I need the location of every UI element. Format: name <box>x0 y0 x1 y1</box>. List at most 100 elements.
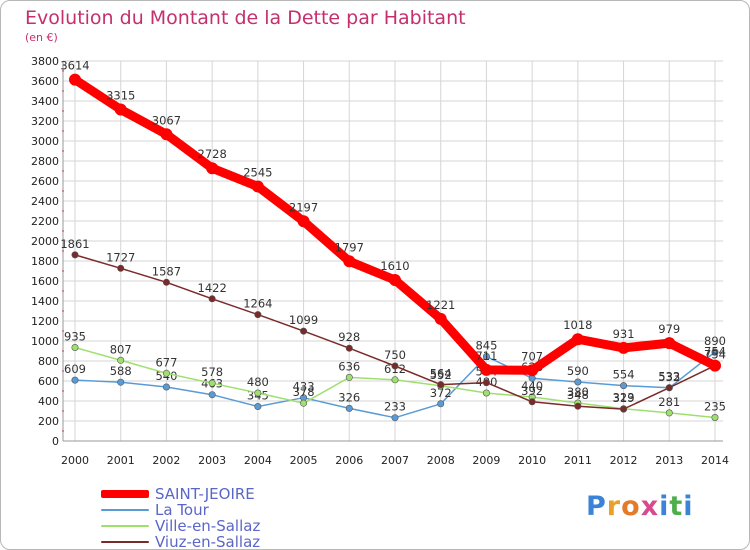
data-label-saint-jeoire: 707 <box>521 349 543 363</box>
data-point-ville-en-sallaz <box>391 376 399 384</box>
data-point-la-tour <box>391 414 399 422</box>
data-point-la-tour <box>208 391 216 399</box>
legend-swatch <box>101 541 149 543</box>
data-label-viuz-en-sallaz: 564 <box>430 367 452 381</box>
data-label-viuz-en-sallaz: 928 <box>338 330 360 344</box>
y-tick-label: 2200 <box>31 215 59 228</box>
y-tick-label: 3400 <box>31 95 59 108</box>
y-tick-label: 3000 <box>31 135 59 148</box>
data-point-la-tour <box>482 352 490 360</box>
data-label-saint-jeoire: 1797 <box>335 240 364 254</box>
data-label-ville-en-sallaz: 677 <box>155 355 177 369</box>
data-label-ville-en-sallaz: 480 <box>247 375 269 389</box>
data-label-saint-jeoire: 711 <box>475 349 497 363</box>
y-tick-label: 2400 <box>31 195 59 208</box>
data-label-la-tour: 326 <box>338 390 360 404</box>
data-label-saint-jeoire: 979 <box>658 322 680 336</box>
x-tick-label: 2006 <box>335 454 363 467</box>
data-point-la-tour <box>254 402 262 410</box>
data-point-la-tour <box>711 348 719 356</box>
data-label-viuz-en-sallaz: 348 <box>567 388 589 402</box>
legend-item-viuz-en-sallaz: Viuz-en-Sallaz <box>101 533 361 550</box>
data-point-saint-jeoire <box>297 215 310 228</box>
data-point-saint-jeoire <box>480 363 493 376</box>
y-tick-label: 1600 <box>31 275 59 288</box>
data-point-viuz-en-sallaz <box>345 344 353 352</box>
data-point-viuz-en-sallaz <box>162 278 170 286</box>
data-label-viuz-en-sallaz: 1264 <box>243 297 272 311</box>
data-label-saint-jeoire: 3067 <box>152 113 181 127</box>
y-tick-label: 800 <box>38 355 59 368</box>
data-point-saint-jeoire <box>389 274 401 286</box>
data-point-saint-jeoire <box>571 333 584 346</box>
data-point-viuz-en-sallaz <box>71 251 79 259</box>
legend-label: Viuz-en-Sallaz <box>155 533 261 550</box>
data-point-ville-en-sallaz <box>345 373 353 381</box>
logo-letter: i <box>659 491 670 522</box>
x-tick-label: 2008 <box>427 454 455 467</box>
data-label-ville-en-sallaz: 378 <box>293 385 315 399</box>
chart-legend: SAINT-JEOIRE La Tour Ville-en-Sallaz Viuz-e… <box>101 485 361 550</box>
legend-label: SAINT-JEOIRE <box>155 485 255 503</box>
y-tick-label: 600 <box>38 375 59 388</box>
data-point-viuz-en-sallaz <box>665 384 673 392</box>
data-label-saint-jeoire: 3614 <box>60 59 89 73</box>
logo-letter: i <box>683 491 694 522</box>
data-label-viuz-en-sallaz: 1422 <box>198 281 227 295</box>
data-label-la-tour: 554 <box>613 368 635 382</box>
data-point-viuz-en-sallaz <box>208 295 216 303</box>
data-label-la-tour: 609 <box>64 362 86 376</box>
x-tick-label: 2005 <box>290 454 318 467</box>
data-label-la-tour: 845 <box>475 339 497 353</box>
logo-letter: x <box>640 491 660 522</box>
data-label-viuz-en-sallaz: 319 <box>613 391 635 405</box>
data-label-ville-en-sallaz: 380 <box>567 385 589 399</box>
x-tick-label: 2003 <box>198 454 226 467</box>
data-point-la-tour <box>620 382 628 390</box>
data-point-saint-jeoire <box>434 312 447 325</box>
data-point-saint-jeoire <box>114 103 127 116</box>
legend-swatch <box>101 509 149 511</box>
data-point-viuz-en-sallaz <box>254 311 262 319</box>
y-tick-label: 1800 <box>31 255 59 268</box>
data-point-viuz-en-sallaz <box>391 362 399 370</box>
data-label-ville-en-sallaz: 552 <box>430 368 452 382</box>
logo-letter: r <box>606 491 622 522</box>
x-tick-label: 2012 <box>610 454 638 467</box>
y-tick-label: 2000 <box>31 235 59 248</box>
data-label-ville-en-sallaz: 235 <box>704 400 726 414</box>
data-label-saint-jeoire: 1018 <box>563 318 592 332</box>
data-point-viuz-en-sallaz <box>482 379 490 387</box>
data-label-saint-jeoire: 1221 <box>426 298 455 312</box>
data-point-la-tour <box>162 383 170 391</box>
data-point-saint-jeoire <box>526 364 539 377</box>
data-point-viuz-en-sallaz <box>620 405 628 413</box>
data-point-viuz-en-sallaz <box>528 398 536 406</box>
data-label-ville-en-sallaz: 323 <box>613 391 635 405</box>
x-tick-label: 2001 <box>107 454 135 467</box>
chart-title: Evolution du Montant de la Dette par Hab… <box>25 7 466 29</box>
y-tick-label: 200 <box>38 415 59 428</box>
proxiti-logo: Proxiti <box>586 491 694 522</box>
x-tick-label: 2011 <box>564 454 592 467</box>
y-tick-label: 2800 <box>31 155 59 168</box>
data-label-ville-en-sallaz: 935 <box>64 330 86 344</box>
x-tick-label: 2009 <box>472 454 500 467</box>
data-label-la-tour: 588 <box>110 364 132 378</box>
data-label-ville-en-sallaz: 578 <box>201 365 223 379</box>
data-point-ville-en-sallaz <box>254 389 262 397</box>
legend-swatch <box>101 490 149 498</box>
data-point-saint-jeoire <box>251 180 264 193</box>
legend-item-la-tour: La Tour <box>101 501 361 519</box>
y-tick-label: 3200 <box>31 115 59 128</box>
data-point-ville-en-sallaz <box>208 379 216 387</box>
data-point-saint-jeoire <box>160 128 173 141</box>
y-tick-label: 3600 <box>31 75 59 88</box>
data-point-saint-jeoire <box>206 162 219 175</box>
y-tick-label: 3800 <box>31 55 59 68</box>
data-point-la-tour <box>437 400 445 408</box>
data-point-la-tour <box>345 404 353 412</box>
x-tick-label: 2002 <box>152 454 180 467</box>
data-label-viuz-en-sallaz: 1099 <box>289 313 318 327</box>
